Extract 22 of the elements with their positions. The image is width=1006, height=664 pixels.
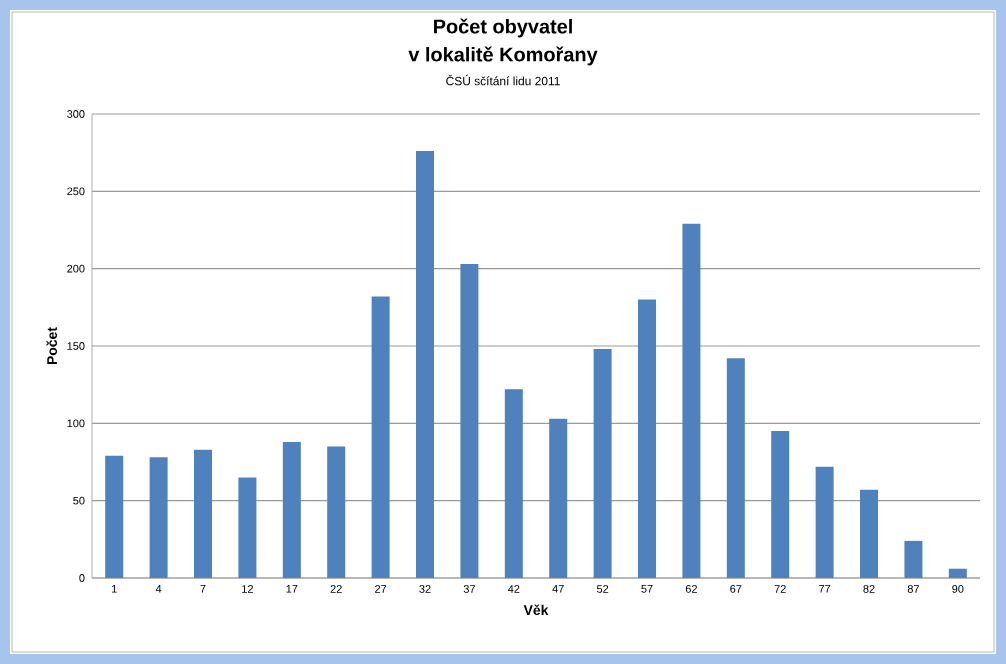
bar <box>371 296 390 578</box>
bar <box>638 299 657 578</box>
bar <box>726 358 745 578</box>
bar <box>771 431 790 578</box>
bar <box>416 151 435 578</box>
bar <box>593 349 612 578</box>
bar <box>327 446 346 578</box>
bar <box>904 540 923 578</box>
bar <box>504 389 523 578</box>
bar <box>105 455 124 578</box>
chart-title: Počet obyvatel <box>434 18 572 38</box>
bar <box>948 568 967 578</box>
bar <box>238 477 257 578</box>
bar <box>460 264 479 578</box>
bar <box>815 466 834 578</box>
bar <box>682 223 701 578</box>
bar <box>149 457 168 578</box>
chart-subtitle: v lokalitě Komořany <box>408 46 598 66</box>
bar <box>549 418 568 578</box>
bar <box>860 489 879 578</box>
bar <box>282 441 301 578</box>
bar <box>194 449 213 578</box>
